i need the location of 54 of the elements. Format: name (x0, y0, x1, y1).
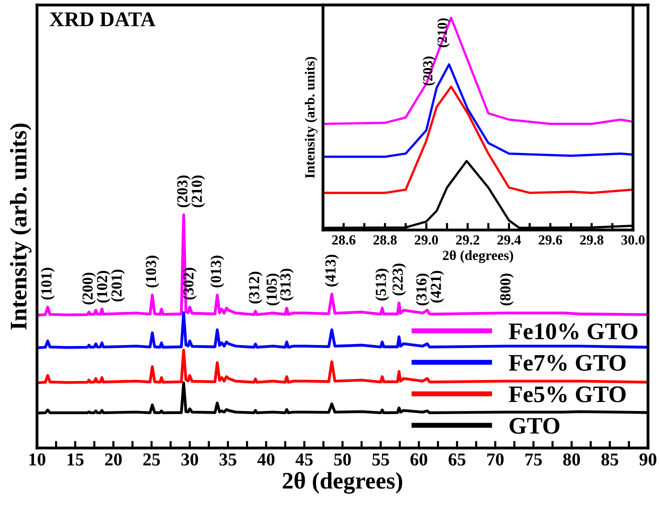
x-tick-label: 65 (448, 453, 466, 466)
x-tick-label: 29.4 (497, 235, 521, 245)
annotation: (312) (248, 272, 262, 304)
x-tick-label: 75 (525, 454, 542, 466)
annotation: (103) (145, 256, 160, 288)
annotation: (102) (96, 270, 110, 303)
x-tick-label: 40 (257, 453, 274, 466)
annotation: (413) (324, 254, 339, 286)
y-axis-title: Intensity (arb. units) (10, 124, 32, 330)
annotation: (302) (182, 268, 197, 300)
annotation: (800) (500, 274, 514, 306)
annotation: (313) (280, 268, 294, 300)
x-tick-label: 29.0 (414, 235, 438, 245)
x-tick-label: 90 (639, 453, 656, 466)
x-axis-title: 2θ (degrees) (282, 472, 402, 494)
x-tick-label: 35 (220, 453, 236, 466)
legend-label: Fe10% GTO (508, 323, 638, 340)
annotation: (201) (110, 270, 125, 302)
annotation: (200) (82, 272, 96, 304)
x-tick-label: 85 (601, 453, 618, 466)
x-axis-title: 2θ (degrees) (442, 250, 514, 264)
annotation: (210) (437, 18, 450, 48)
x-tick-label: 28.6 (332, 235, 356, 245)
x-tick-label: 50 (334, 453, 351, 466)
annotation: (316) (416, 274, 430, 306)
x-tick-label: 70 (487, 453, 504, 466)
x-tick-label: 15 (68, 453, 84, 466)
y-axis-title: Intensity (arb. units) (304, 56, 318, 178)
x-tick-label: 29.2 (456, 235, 480, 245)
annotation: (513) (375, 268, 390, 300)
annotation: (203) (176, 175, 191, 208)
x-tick-label: 60 (410, 453, 428, 466)
annotation: (013) (210, 256, 224, 288)
legend-label: Fe5% GTO (508, 386, 626, 402)
x-tick-label: 30 (181, 453, 198, 466)
legend-label: Fe7% GTO (508, 354, 626, 371)
annotation: (223) (392, 264, 406, 296)
x-tick-label: 30.0 (621, 235, 645, 245)
x-tick-label: 55 (372, 454, 390, 466)
x-tick-label: 20 (105, 453, 122, 466)
x-tick-label: 29.6 (538, 235, 562, 245)
chart-title: XRD DATA (50, 12, 156, 26)
x-tick-label: 45 (296, 454, 313, 466)
annotation: (210) (191, 175, 206, 208)
x-tick-label: 80 (563, 453, 580, 466)
x-tick-label: 29.8 (580, 235, 604, 245)
legend-label: GTO (510, 418, 560, 434)
annotation: (203) (422, 56, 436, 86)
x-tick-label: 28.8 (373, 235, 397, 245)
x-tick-label: 10 (29, 453, 46, 466)
x-tick-label: 25 (143, 453, 160, 466)
annotation: (105) (266, 274, 280, 306)
annotation: (421) (430, 270, 444, 303)
annotation: (101) (40, 268, 55, 300)
